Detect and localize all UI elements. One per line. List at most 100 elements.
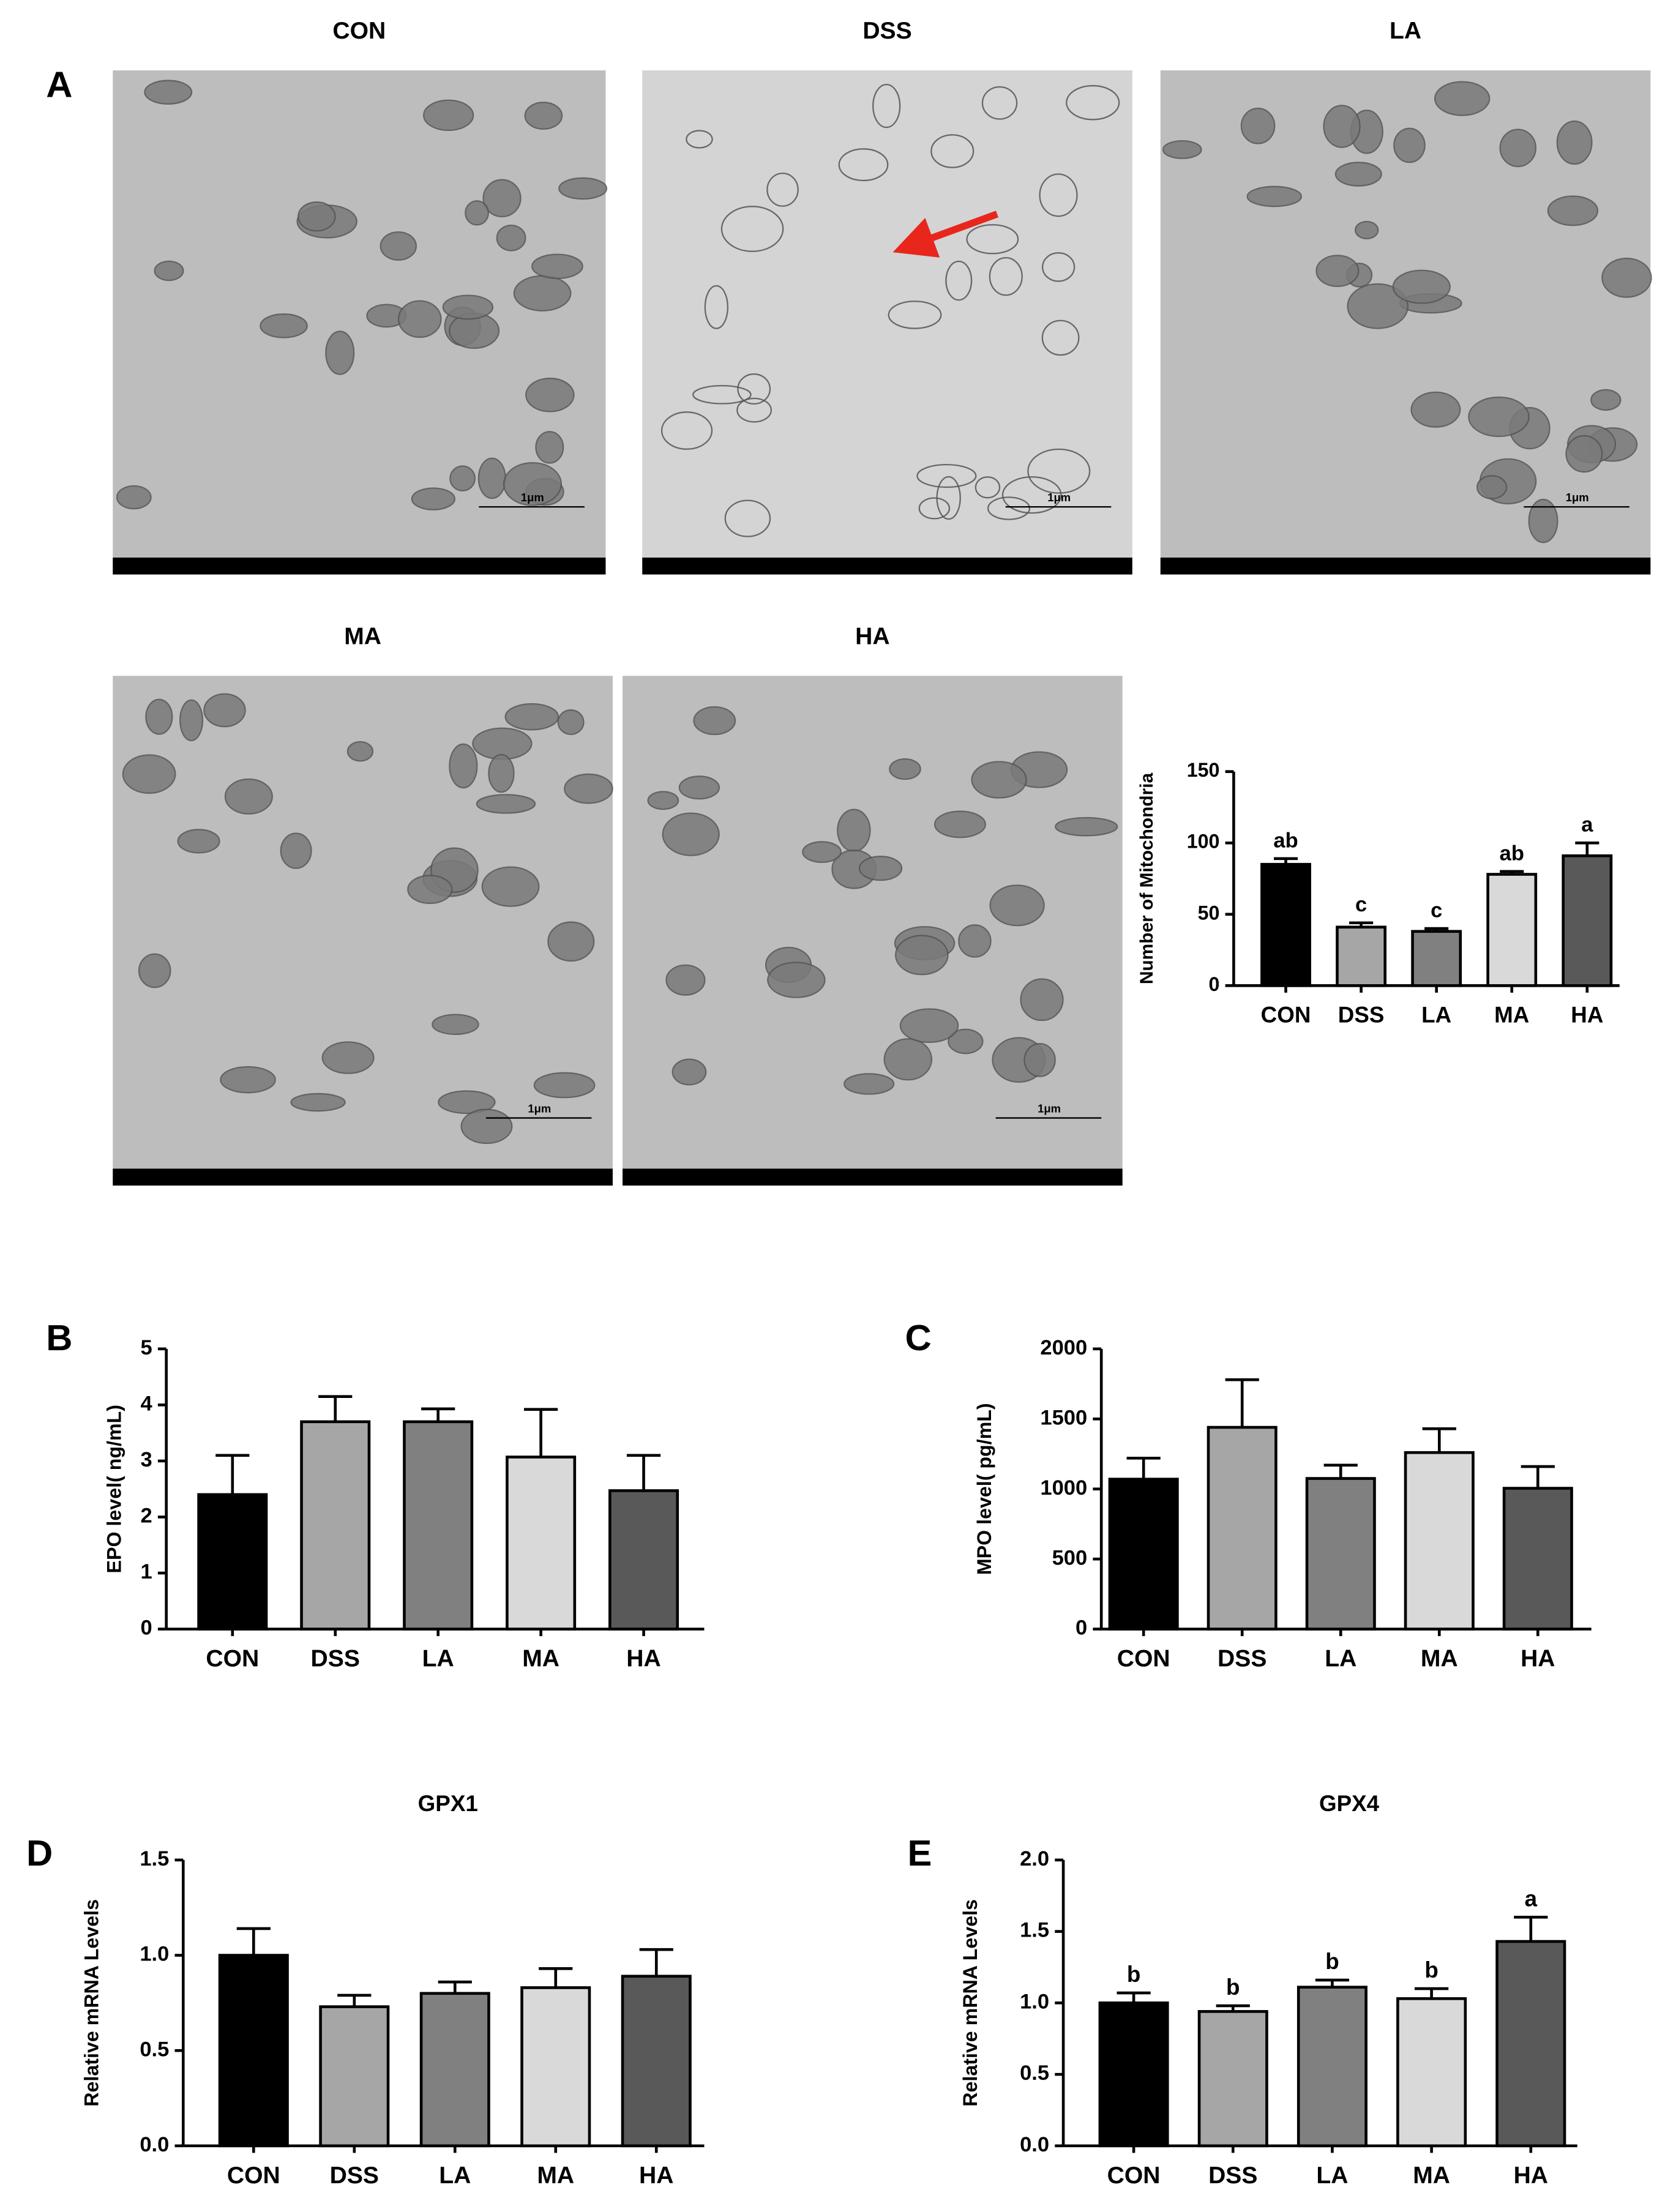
image-label: HA	[855, 623, 889, 649]
bar	[1486, 873, 1538, 987]
x-tick-label: DSS	[330, 2162, 379, 2189]
y-tick-label: 500	[1052, 1546, 1088, 1569]
bar	[1206, 1425, 1278, 1631]
organelle	[1468, 396, 1530, 438]
organelle	[145, 698, 173, 735]
organelle	[496, 224, 526, 252]
image-label: LA	[1390, 18, 1421, 44]
organelle	[460, 1108, 513, 1145]
x-tick-label: HA	[626, 1646, 660, 1672]
organelle	[260, 313, 308, 338]
x-tick-label: HA	[1521, 1646, 1555, 1672]
x-tick-label: LA	[422, 1646, 454, 1672]
significance-letter: a	[1525, 1886, 1538, 1911]
organelle	[116, 485, 152, 510]
image-strip	[642, 557, 1132, 575]
panel-letter: A	[46, 64, 72, 105]
x-tick-label: CON	[1261, 1003, 1311, 1028]
organelle	[325, 331, 355, 375]
y-tick-label: 100	[1187, 831, 1220, 853]
y-tick-label: 0	[140, 1616, 152, 1640]
organelle	[179, 699, 204, 741]
bar	[1296, 1986, 1367, 2148]
bar	[1411, 930, 1462, 987]
organelle	[1027, 448, 1091, 494]
x-tick-label: LA	[1421, 1003, 1451, 1028]
y-tick-label: 2	[140, 1504, 152, 1528]
organelle	[971, 761, 1027, 799]
organelle	[1162, 140, 1202, 159]
organelle	[1476, 475, 1508, 499]
bar	[1336, 925, 1387, 987]
significance-letter: b	[1226, 1975, 1240, 2000]
organelle	[1066, 84, 1120, 121]
significance-letter: b	[1127, 1962, 1140, 1987]
y-axis-label: Relative mRNA Levels	[81, 1899, 103, 2107]
y-tick-label: 50	[1198, 902, 1220, 924]
x-tick-label: LA	[1325, 1646, 1356, 1672]
y-tick-label: 0.0	[140, 2133, 169, 2156]
organelle	[1334, 162, 1382, 187]
panel-letter: B	[46, 1317, 72, 1358]
x-tick-label: LA	[439, 2162, 471, 2189]
y-tick-label: 2.0	[1020, 1847, 1049, 1870]
x-tick-label: CON	[206, 1646, 259, 1672]
organelle	[535, 431, 564, 464]
scale-bar-label: 1μm	[1047, 491, 1071, 504]
organelle	[1023, 1043, 1056, 1077]
bar	[1260, 862, 1311, 987]
significance-letter: a	[1581, 813, 1593, 837]
y-tick-label: 1.0	[1020, 1990, 1049, 2013]
bar	[1502, 1487, 1573, 1631]
organelle	[766, 173, 799, 207]
organelle	[737, 373, 771, 405]
organelle	[154, 260, 184, 282]
organelle	[872, 84, 901, 129]
bar	[319, 2005, 390, 2148]
scale-bar-label: 1μm	[521, 491, 544, 504]
organelle	[660, 411, 713, 450]
organelle	[1434, 81, 1491, 116]
panel-letter: E	[907, 1833, 932, 1874]
bar	[1495, 1940, 1566, 2148]
organelle	[686, 130, 713, 149]
bar	[218, 1954, 289, 2148]
y-tick-label: 0	[1076, 1616, 1087, 1640]
significance-letter: ab	[1273, 829, 1298, 852]
image-strip	[113, 1168, 613, 1186]
organelle	[704, 285, 728, 329]
y-tick-label: 0.0	[1020, 2133, 1049, 2156]
organelle	[297, 201, 336, 232]
organelle	[564, 773, 613, 804]
organelle	[662, 812, 720, 856]
organelle	[1355, 220, 1379, 240]
organelle	[1590, 389, 1622, 411]
organelle	[678, 775, 720, 800]
organelle	[203, 693, 246, 728]
organelle	[1547, 195, 1599, 226]
image-label: MA	[344, 623, 381, 649]
organelle	[557, 709, 585, 735]
organelle	[1041, 319, 1080, 356]
organelle	[889, 758, 921, 780]
organelle	[736, 397, 772, 423]
organelle	[177, 829, 220, 854]
x-tick-label: DSS	[1208, 2162, 1257, 2189]
x-tick-label: DSS	[1338, 1003, 1385, 1028]
organelle	[397, 300, 442, 338]
organelle	[442, 294, 494, 320]
organelle	[465, 200, 489, 226]
organelle	[224, 778, 273, 815]
x-tick-label: DSS	[311, 1646, 360, 1672]
organelle	[1020, 978, 1064, 1022]
arrow	[892, 211, 998, 258]
y-tick-label: 1.0	[140, 1943, 169, 1966]
x-tick-label: CON	[1107, 2162, 1161, 2189]
organelle	[321, 1041, 375, 1074]
organelle	[438, 1090, 496, 1115]
bar	[403, 1420, 474, 1631]
significance-letter: b	[1325, 1949, 1339, 1974]
organelle	[476, 794, 536, 814]
